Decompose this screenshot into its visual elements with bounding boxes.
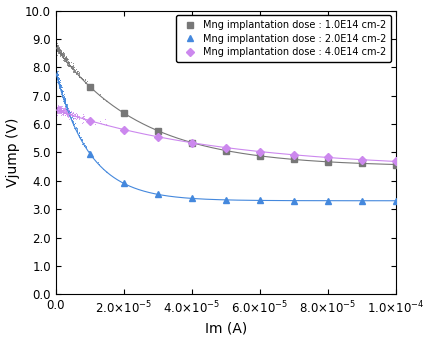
Mng implantation dose : 2.0E14 cm-2: (9e-05, 3.3): 2.0E14 cm-2: (9e-05, 3.3): [359, 199, 364, 203]
Mng implantation dose : 2.0E14 cm-2: (3e-05, 3.52): 2.0E14 cm-2: (3e-05, 3.52): [155, 192, 160, 196]
Mng implantation dose : 1.0E14 cm-2: (2e-05, 6.39): 1.0E14 cm-2: (2e-05, 6.39): [121, 111, 126, 115]
Mng implantation dose : 4.0E14 cm-2: (1e-05, 6.12): 4.0E14 cm-2: (1e-05, 6.12): [87, 119, 92, 123]
Mng implantation dose : 4.0E14 cm-2: (5e-05, 5.17): 4.0E14 cm-2: (5e-05, 5.17): [223, 146, 228, 150]
Line: Mng implantation dose : 2.0E14 cm-2: Mng implantation dose : 2.0E14 cm-2: [87, 151, 399, 204]
Mng implantation dose : 1.0E14 cm-2: (5e-05, 5.07): 1.0E14 cm-2: (5e-05, 5.07): [223, 148, 228, 152]
Y-axis label: Vjump (V): Vjump (V): [6, 118, 19, 187]
Mng implantation dose : 1.0E14 cm-2: (8e-05, 4.67): 1.0E14 cm-2: (8e-05, 4.67): [325, 160, 330, 164]
Mng implantation dose : 4.0E14 cm-2: (9e-05, 4.75): 4.0E14 cm-2: (9e-05, 4.75): [359, 158, 364, 162]
Mng implantation dose : 1.0E14 cm-2: (6e-05, 4.88): 1.0E14 cm-2: (6e-05, 4.88): [257, 154, 262, 158]
Mng implantation dose : 2.0E14 cm-2: (7e-05, 3.3): 2.0E14 cm-2: (7e-05, 3.3): [291, 198, 296, 203]
Mng implantation dose : 2.0E14 cm-2: (8e-05, 3.3): 2.0E14 cm-2: (8e-05, 3.3): [325, 199, 330, 203]
Mng implantation dose : 1.0E14 cm-2: (9e-05, 4.61): 1.0E14 cm-2: (9e-05, 4.61): [359, 161, 364, 165]
Mng implantation dose : 1.0E14 cm-2: (7e-05, 4.76): 1.0E14 cm-2: (7e-05, 4.76): [291, 158, 296, 162]
Line: Mng implantation dose : 1.0E14 cm-2: Mng implantation dose : 1.0E14 cm-2: [87, 84, 399, 168]
Mng implantation dose : 4.0E14 cm-2: (2e-05, 5.81): 4.0E14 cm-2: (2e-05, 5.81): [121, 128, 126, 132]
Mng implantation dose : 2.0E14 cm-2: (5e-05, 3.33): 2.0E14 cm-2: (5e-05, 3.33): [223, 198, 228, 202]
Mng implantation dose : 4.0E14 cm-2: (8e-05, 4.82): 4.0E14 cm-2: (8e-05, 4.82): [325, 155, 330, 160]
Mng implantation dose : 4.0E14 cm-2: (4e-05, 5.34): 4.0E14 cm-2: (4e-05, 5.34): [189, 141, 194, 145]
Legend: Mng implantation dose : 1.0E14 cm-2, Mng implantation dose : 2.0E14 cm-2, Mng im: Mng implantation dose : 1.0E14 cm-2, Mng…: [176, 15, 391, 62]
Mng implantation dose : 1.0E14 cm-2: (4e-05, 5.35): 1.0E14 cm-2: (4e-05, 5.35): [189, 140, 194, 145]
Mng implantation dose : 2.0E14 cm-2: (4e-05, 3.38): 2.0E14 cm-2: (4e-05, 3.38): [189, 196, 194, 201]
Mng implantation dose : 2.0E14 cm-2: (1e-05, 4.96): 2.0E14 cm-2: (1e-05, 4.96): [87, 152, 92, 156]
Mng implantation dose : 1.0E14 cm-2: (0.0001, 4.58): 1.0E14 cm-2: (0.0001, 4.58): [393, 162, 398, 166]
Mng implantation dose : 4.0E14 cm-2: (6e-05, 5.03): 4.0E14 cm-2: (6e-05, 5.03): [257, 149, 262, 153]
Mng implantation dose : 2.0E14 cm-2: (0.0001, 3.3): 2.0E14 cm-2: (0.0001, 3.3): [393, 199, 398, 203]
Mng implantation dose : 4.0E14 cm-2: (7e-05, 4.92): 4.0E14 cm-2: (7e-05, 4.92): [291, 153, 296, 157]
Mng implantation dose : 4.0E14 cm-2: (0.0001, 4.68): 4.0E14 cm-2: (0.0001, 4.68): [393, 159, 398, 163]
Line: Mng implantation dose : 4.0E14 cm-2: Mng implantation dose : 4.0E14 cm-2: [87, 118, 399, 165]
X-axis label: Im (A): Im (A): [205, 322, 247, 336]
Mng implantation dose : 1.0E14 cm-2: (1e-05, 7.32): 1.0E14 cm-2: (1e-05, 7.32): [87, 85, 92, 89]
Mng implantation dose : 2.0E14 cm-2: (2e-05, 3.91): 2.0E14 cm-2: (2e-05, 3.91): [121, 181, 126, 186]
Mng implantation dose : 2.0E14 cm-2: (6e-05, 3.31): 2.0E14 cm-2: (6e-05, 3.31): [257, 198, 262, 203]
Mng implantation dose : 4.0E14 cm-2: (3e-05, 5.55): 4.0E14 cm-2: (3e-05, 5.55): [155, 135, 160, 139]
Mng implantation dose : 1.0E14 cm-2: (3e-05, 5.77): 1.0E14 cm-2: (3e-05, 5.77): [155, 129, 160, 133]
